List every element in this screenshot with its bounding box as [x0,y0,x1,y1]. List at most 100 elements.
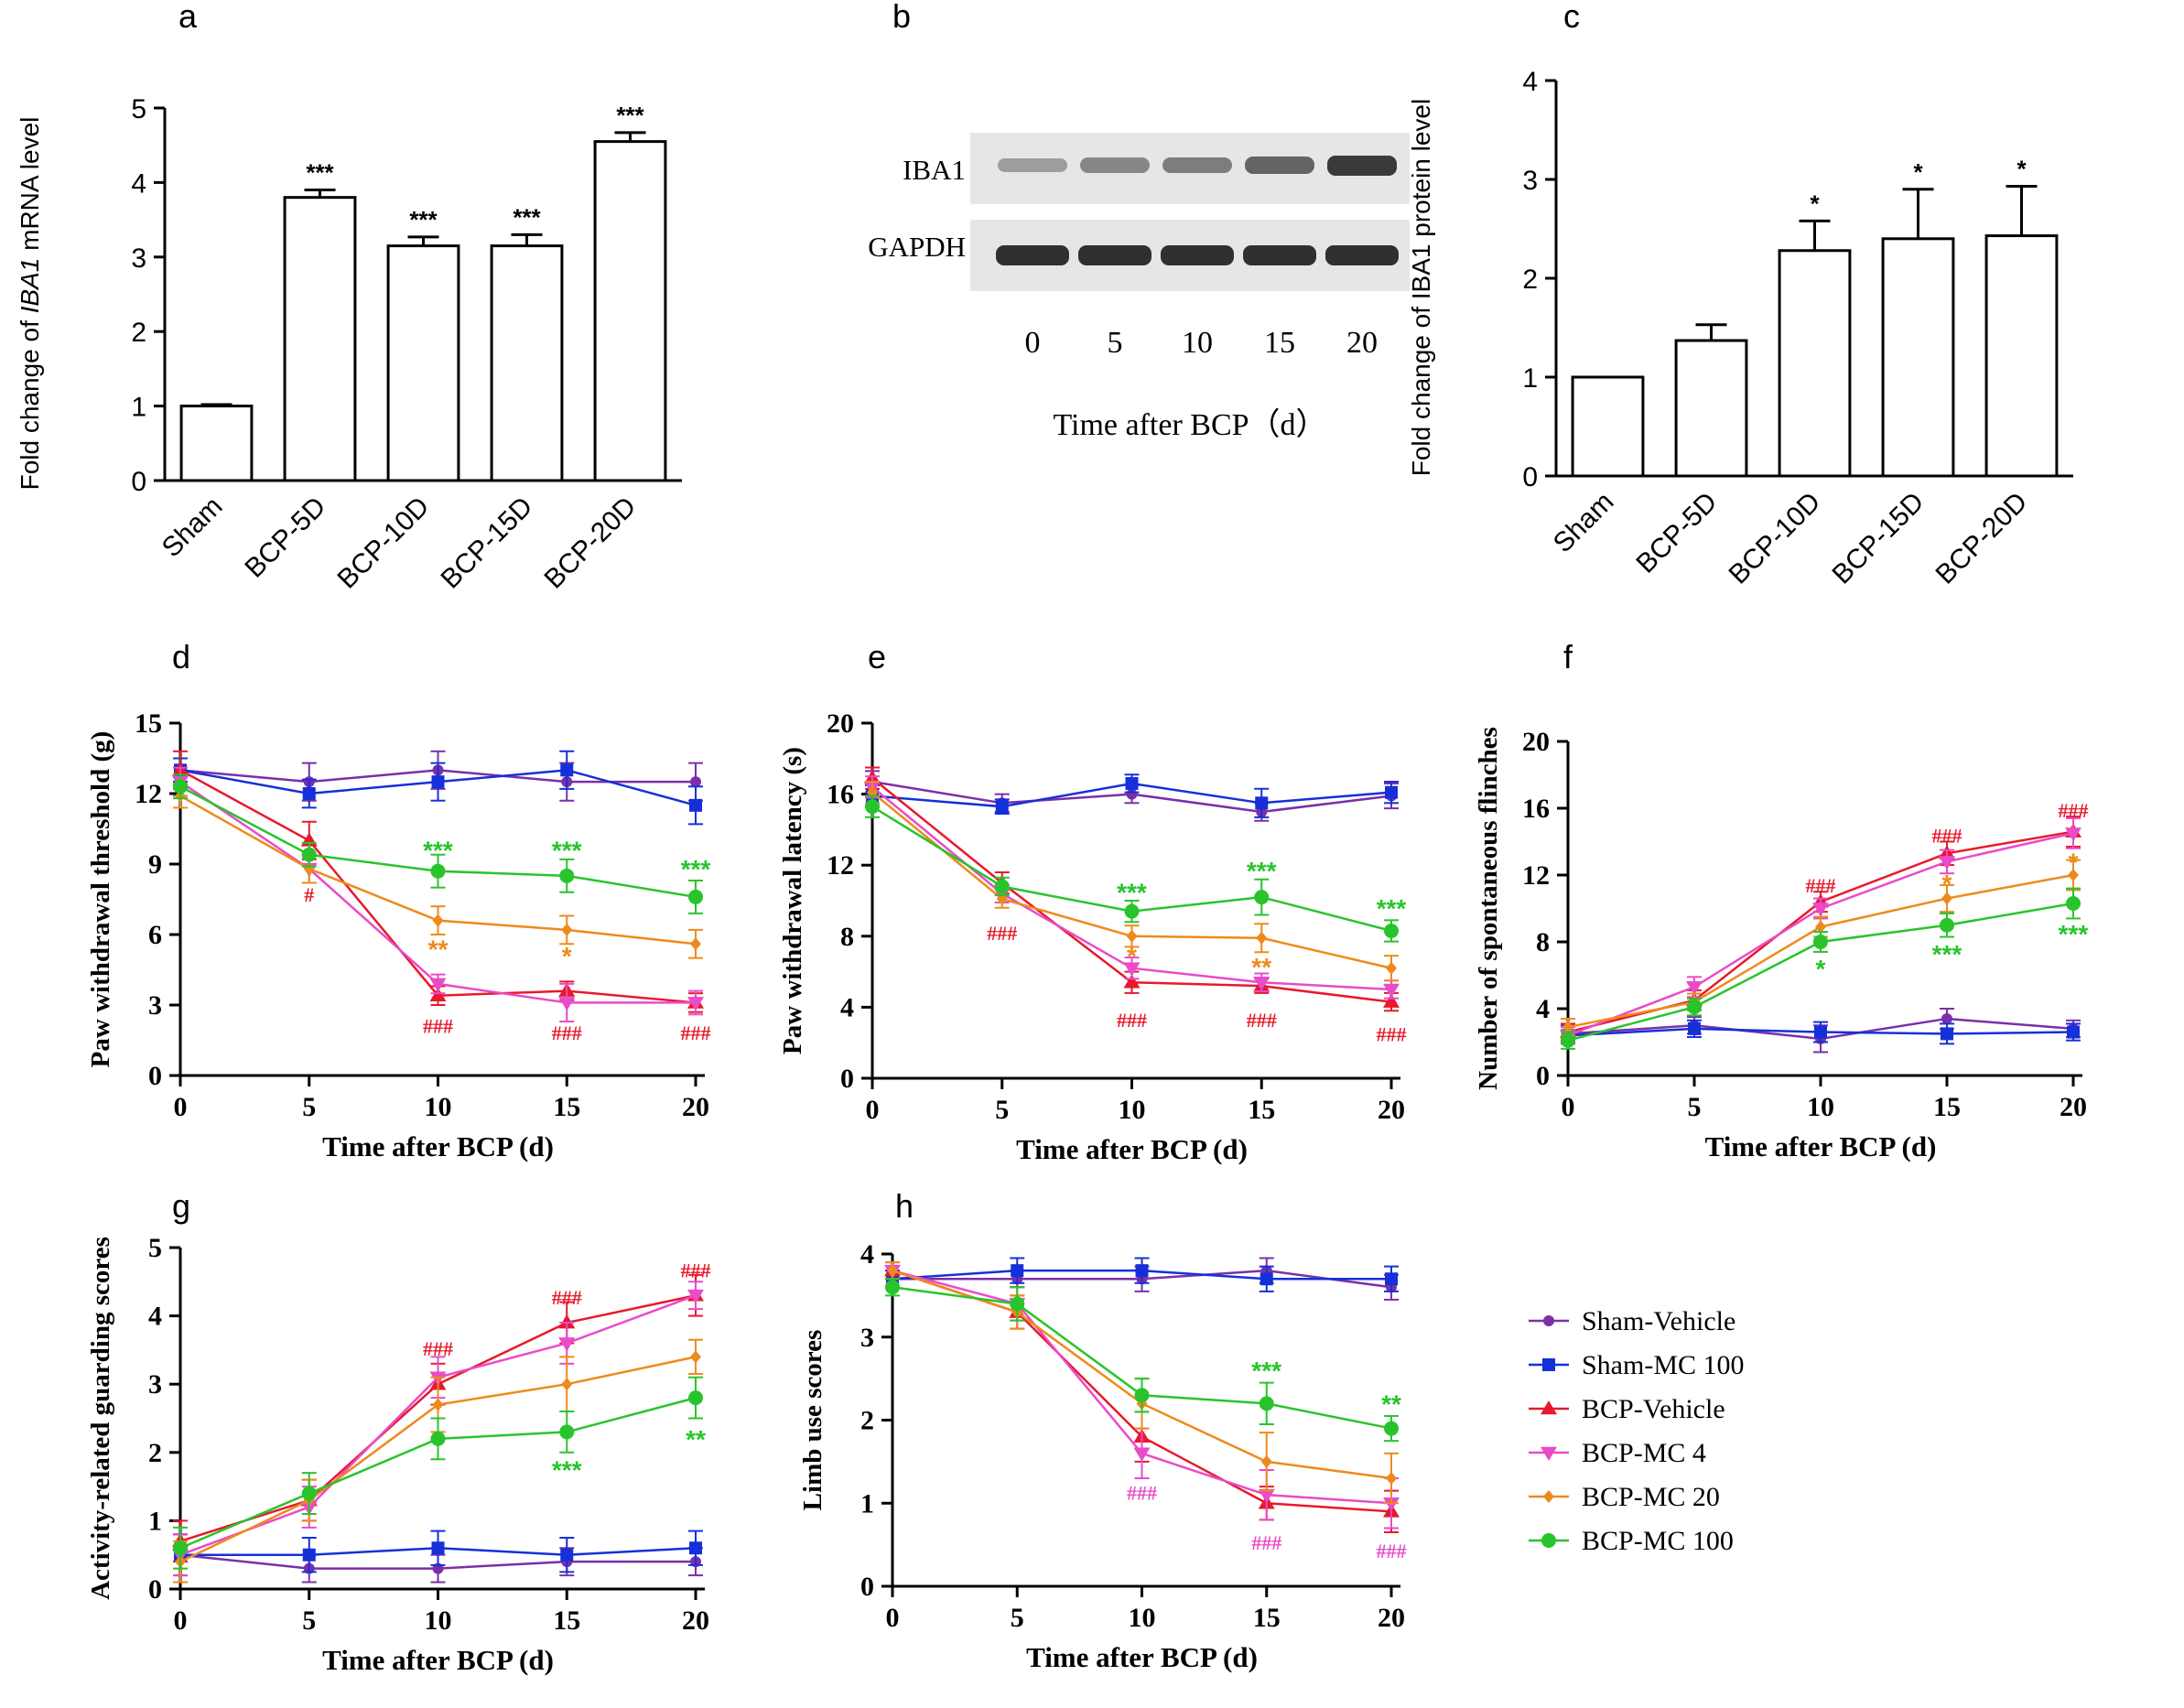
data-point [1133,1447,1151,1462]
y-tick-label: 0 [148,1574,162,1605]
chart-f-spontaneous-flinches: 0 4 8 12 16 20 0 5 10 15 20 Time after BCP (d) Numbe… [1474,727,2089,1162]
data-point [1123,962,1141,977]
legend-item-bcp-mc-100: BCP-MC 100 [1529,1526,1734,1556]
significance-label: ### [1127,1482,1157,1505]
x-tick-label: 15 [1253,1603,1281,1633]
y-tick-label: 3 [148,1369,162,1400]
y-axis-title-part: mRNA level [16,117,44,258]
data-point [688,1390,703,1406]
data-point [885,1280,900,1295]
significance-label: *** [1377,894,1407,923]
y-tick-label: 12 [1522,860,1550,891]
significance-label: ** [428,935,449,963]
bar-bcp-15d [1881,237,1955,478]
data-point [559,1424,575,1440]
y-tick-label: 5 [148,1233,162,1263]
chart-h-limb-use: 0 1 2 3 4 0 5 10 15 20 Time after BCP (d) Limb use … [798,1239,1407,1673]
legend-marker [1541,1446,1557,1461]
data-point [558,997,576,1011]
panel-label-f: f [1563,638,1573,676]
x-tick-label: 5 [302,1092,316,1122]
data-point [1562,1021,1573,1034]
data-point [1124,903,1140,919]
blot-band-gapdh [996,245,1069,265]
data-point [560,1548,574,1562]
series-bcp-mc-100 [865,795,1399,943]
significance-label: ### [1806,874,1836,897]
significance-label: ### [552,1286,582,1309]
data-point [689,798,702,812]
data-point [1253,976,1270,991]
y-tick-label: 2 [860,1406,874,1436]
data-point [1385,1272,1398,1286]
bar-bcp-10d [386,244,460,482]
significance-label: *** [513,203,541,231]
data-point [1940,917,1954,933]
x-tick-label: 15 [553,1605,580,1636]
x-axis-title: Time after BCP (d) [1705,1130,1937,1162]
data-point [432,913,444,927]
significance-label: *** [681,855,711,883]
blot-band-iba1 [998,157,1067,172]
y-tick-label: 2 [1522,265,1538,295]
significance-label: ### [1117,1009,1147,1032]
data-point [1941,1027,1953,1041]
series-bcp-mc-100 [173,773,703,914]
significance-label: ** [686,1425,706,1454]
data-point [430,863,446,879]
blot-label-gapdh: GAPDH [868,231,966,263]
data-point [1561,1032,1575,1048]
data-point [431,1541,445,1555]
data-point [1260,1454,1272,1468]
x-tick-label: 10 [1807,1092,1834,1122]
x-tick-label: BCP-20D [1930,487,2034,590]
significance-label: * [1127,942,1137,970]
panel-label-g: g [172,1187,190,1225]
x-tick-label: 10 [1119,1095,1146,1125]
blot-xlabel: Time after BCP（d） [1053,407,1326,442]
y-tick-label: 3 [148,990,162,1021]
data-point [429,987,447,1002]
y-tick-label: 4 [840,992,854,1022]
significance-label: ### [423,1337,453,1360]
data-point [687,997,704,1011]
y-tick-label: 8 [840,922,854,952]
x-tick-label: 0 [886,1603,900,1633]
x-tick-label: 10 [1129,1603,1156,1633]
significance-label: *** [1247,857,1277,885]
y-tick-label: 1 [860,1488,874,1519]
data-point [1941,1012,1952,1024]
data-point [865,799,880,815]
data-point [1383,1497,1400,1512]
significance-label: # [304,883,314,906]
significance-label: ### [1251,1531,1281,1554]
y-tick-label: 3 [1522,166,1538,196]
bar-bcp-15d [490,244,564,482]
x-axis-title: Time after BCP (d) [322,1644,554,1676]
y-axis-title: Fold change of IBA1 mRNA level [16,117,44,491]
data-point [173,779,188,795]
series-sham-mc-100 [173,750,703,826]
blot-band-iba1 [1245,157,1314,174]
data-point [1386,1472,1397,1486]
data-point [301,847,317,862]
x-tick-label: 20 [1378,1603,1405,1633]
y-tick-label: 0 [840,1064,854,1094]
significance-label: ** [1251,953,1271,981]
data-point [1126,929,1138,943]
data-point [430,1431,446,1446]
y-tick-label: 8 [1536,927,1550,957]
y-tick-label: 20 [1522,727,1550,757]
data-point [1384,923,1399,938]
data-point [431,775,445,789]
data-point [302,1548,316,1562]
y-tick-label: 9 [148,849,162,880]
data-point [887,1264,898,1278]
data-point [1260,1272,1273,1286]
x-tick-label: Sham [1548,487,1620,559]
data-point [690,1350,701,1364]
legend-label: Sham-Vehicle [1582,1306,1735,1336]
panel-label-e: e [868,638,886,676]
data-point [301,1486,317,1501]
y-axis-title-part: IBA1 [16,258,44,314]
